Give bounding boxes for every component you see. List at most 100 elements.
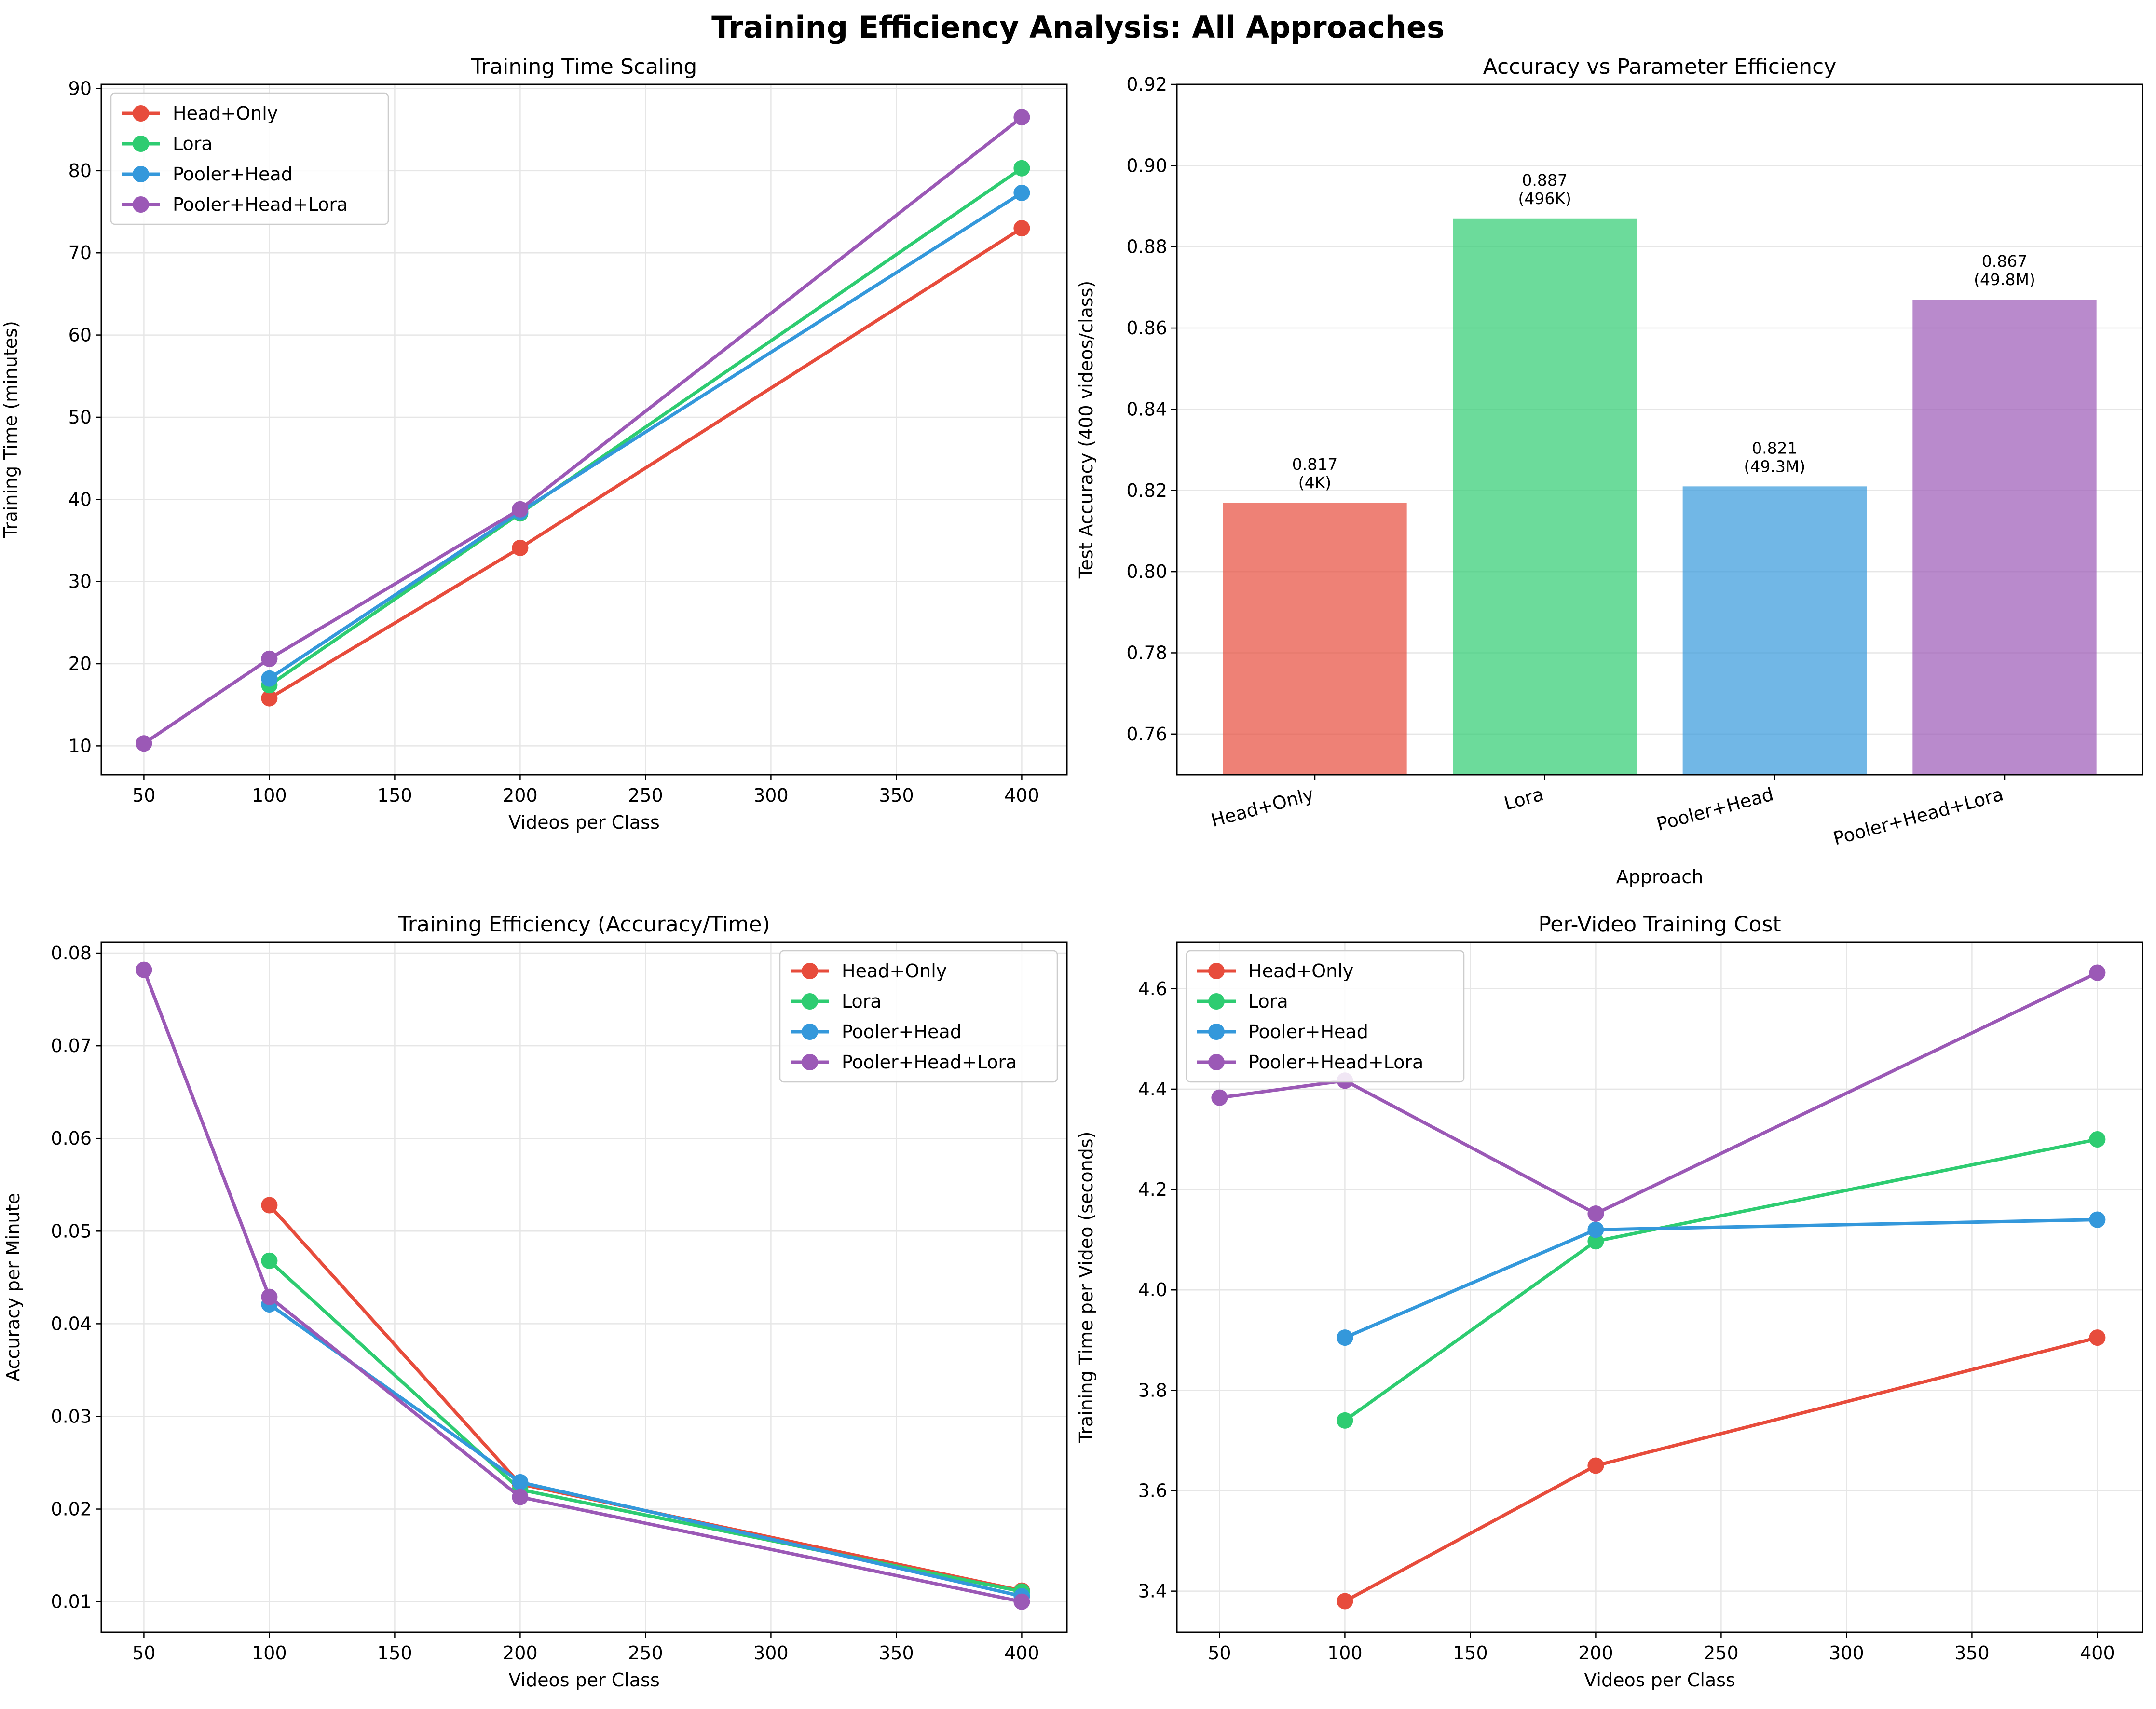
y-tick-label: 0.07 bbox=[51, 1035, 92, 1056]
data-point-pooler-head-lora bbox=[136, 961, 152, 978]
legend-swatch-marker bbox=[802, 1054, 818, 1070]
data-label-params: (4K) bbox=[1298, 473, 1331, 492]
subplot-title-1: Accuracy vs Parameter Efficiency bbox=[1483, 55, 1837, 79]
legend-label: Head+Only bbox=[173, 103, 278, 124]
data-point-lora bbox=[2089, 1131, 2106, 1148]
data-point-head-only bbox=[512, 539, 529, 556]
y-tick-label: 4.4 bbox=[1138, 1079, 1167, 1100]
x-tick-label: 250 bbox=[628, 785, 663, 806]
legend-swatch-marker bbox=[133, 105, 149, 122]
data-point-pooler-head-lora bbox=[261, 650, 278, 667]
axes-frame-2 bbox=[100, 941, 1068, 1633]
legend-swatch-marker bbox=[802, 963, 818, 979]
y-tick-label: 0.90 bbox=[1126, 155, 1167, 176]
y-tick-label: 40 bbox=[68, 489, 92, 510]
data-point-pooler-head bbox=[261, 670, 278, 687]
axes-frame-1 bbox=[1176, 83, 2143, 776]
legend-swatch-marker bbox=[133, 196, 149, 213]
legend-0: Head+Only Lora Pooler+Head Pooler+Head+Lora bbox=[110, 92, 389, 225]
y-tick-label: 0.03 bbox=[51, 1406, 92, 1427]
x-tick-label: 300 bbox=[753, 785, 789, 806]
y-axis-label-2: Accuracy per Minute bbox=[2, 1193, 24, 1381]
legend-box bbox=[779, 950, 1058, 1083]
x-tick-label: 150 bbox=[377, 1642, 412, 1664]
data-point-pooler-head-lora bbox=[512, 1489, 529, 1505]
y-tick-label: 0.04 bbox=[51, 1313, 92, 1334]
y-tick-label: 0.01 bbox=[51, 1591, 92, 1613]
series-line-pooler-head-lora bbox=[142, 115, 1023, 745]
y-axis-label-1: Test Accuracy (400 videos/class) bbox=[1076, 281, 1097, 579]
x-tick-label: 100 bbox=[252, 1642, 287, 1664]
legend-label: Head+Only bbox=[842, 960, 947, 982]
subplot-title-3: Per-Video Training Cost bbox=[1538, 912, 1781, 937]
data-point-pooler-head-lora bbox=[261, 1288, 278, 1305]
y-tick-label: 0.78 bbox=[1126, 642, 1167, 663]
x-axis-label-0: Videos per Class bbox=[508, 812, 660, 833]
data-point-pooler-head bbox=[1587, 1221, 1604, 1238]
data-point-lora bbox=[1587, 1233, 1604, 1250]
axes-layer: Training Time Scaling 50 100 150 200 250 300 35… bbox=[0, 55, 2143, 1691]
x-tick-label: 150 bbox=[1453, 1642, 1488, 1664]
y-tick-label: 3.6 bbox=[1138, 1480, 1167, 1502]
data-point-lora bbox=[261, 1252, 278, 1269]
x-tick-label: 250 bbox=[1704, 1642, 1739, 1664]
legend-label: Head+Only bbox=[1248, 960, 1353, 982]
data-point-lora bbox=[1337, 1412, 1353, 1429]
bar-pooler-head-lora bbox=[1912, 300, 2097, 775]
y-tick-label: 20 bbox=[68, 653, 92, 674]
legend-box bbox=[110, 92, 389, 225]
legend-label: Lora bbox=[173, 133, 213, 154]
x-tick-label: 100 bbox=[1327, 1642, 1363, 1664]
y-tick-label: 80 bbox=[68, 160, 92, 181]
y-tick-label: 4.2 bbox=[1138, 1179, 1167, 1200]
subplot-1: Accuracy vs Parameter Efficiency 0.76 0.78… bbox=[1076, 55, 2143, 888]
data-point-head-only bbox=[1587, 1457, 1604, 1474]
x-axis-label-1: Approach bbox=[1616, 866, 1704, 888]
data-label-value: 0.867 bbox=[1982, 252, 2027, 271]
legend-label: Pooler+Head+Lora bbox=[173, 194, 348, 215]
y-tick-label: 10 bbox=[68, 735, 92, 756]
series-line-pooler-head-lora bbox=[142, 968, 1023, 1604]
subplot-2: Training Efficiency (Accuracy/Time) 50 100… bbox=[2, 912, 1068, 1691]
subplot-title-0: Training Time Scaling bbox=[471, 55, 697, 79]
y-tick-label: 3.8 bbox=[1138, 1380, 1167, 1401]
y-tick-label: 0.02 bbox=[51, 1499, 92, 1520]
legend-box bbox=[1186, 950, 1465, 1083]
series-line-pooler-head-lora bbox=[1217, 971, 2099, 1216]
y-tick-label: 0.92 bbox=[1126, 74, 1167, 95]
bar-pooler-head bbox=[1682, 486, 1867, 775]
legend-label: Lora bbox=[842, 991, 882, 1012]
data-point-pooler-head bbox=[2089, 1211, 2106, 1228]
legend-swatch-marker bbox=[1208, 993, 1225, 1010]
data-label-value: 0.887 bbox=[1522, 171, 1567, 190]
x-tick-label: 400 bbox=[1004, 1642, 1039, 1664]
y-tick-label: 90 bbox=[68, 78, 92, 99]
x-tick-label: 200 bbox=[1578, 1642, 1613, 1664]
bar-lora bbox=[1453, 218, 1637, 775]
y-tick-label: 0.05 bbox=[51, 1220, 92, 1242]
legend-label: Pooler+Head bbox=[173, 164, 293, 185]
x-tick-label: 50 bbox=[132, 1642, 155, 1664]
legend-swatch-marker bbox=[1208, 1054, 1225, 1070]
axes-frame-0 bbox=[100, 83, 1068, 776]
x-tick-label: 300 bbox=[753, 1642, 789, 1664]
x-tick-label: 350 bbox=[879, 785, 914, 806]
legend-label: Pooler+Head+Lora bbox=[1248, 1052, 1423, 1073]
legend-swatch-marker bbox=[802, 993, 818, 1010]
x-tick-label: 200 bbox=[503, 1642, 538, 1664]
y-tick-label: 0.06 bbox=[51, 1128, 92, 1149]
x-tick-label: 150 bbox=[377, 785, 412, 806]
x-tick-label: 300 bbox=[1829, 1642, 1864, 1664]
legend-swatch-marker bbox=[1208, 1024, 1225, 1040]
y-tick-label: 0.84 bbox=[1126, 398, 1167, 420]
y-tick-label: 30 bbox=[68, 571, 92, 592]
y-axis-label-0: Training Time (minutes) bbox=[0, 321, 21, 539]
y-tick-label: 0.80 bbox=[1126, 561, 1167, 582]
y-tick-label: 0.08 bbox=[51, 943, 92, 964]
x-tick-label: 50 bbox=[132, 785, 155, 806]
legend-label: Pooler+Head bbox=[1248, 1021, 1368, 1042]
data-point-pooler-head-lora bbox=[1211, 1089, 1228, 1106]
data-point-head-only bbox=[261, 1197, 278, 1214]
legend-2: Head+Only Lora Pooler+Head Pooler+Head+Lora bbox=[779, 950, 1058, 1083]
